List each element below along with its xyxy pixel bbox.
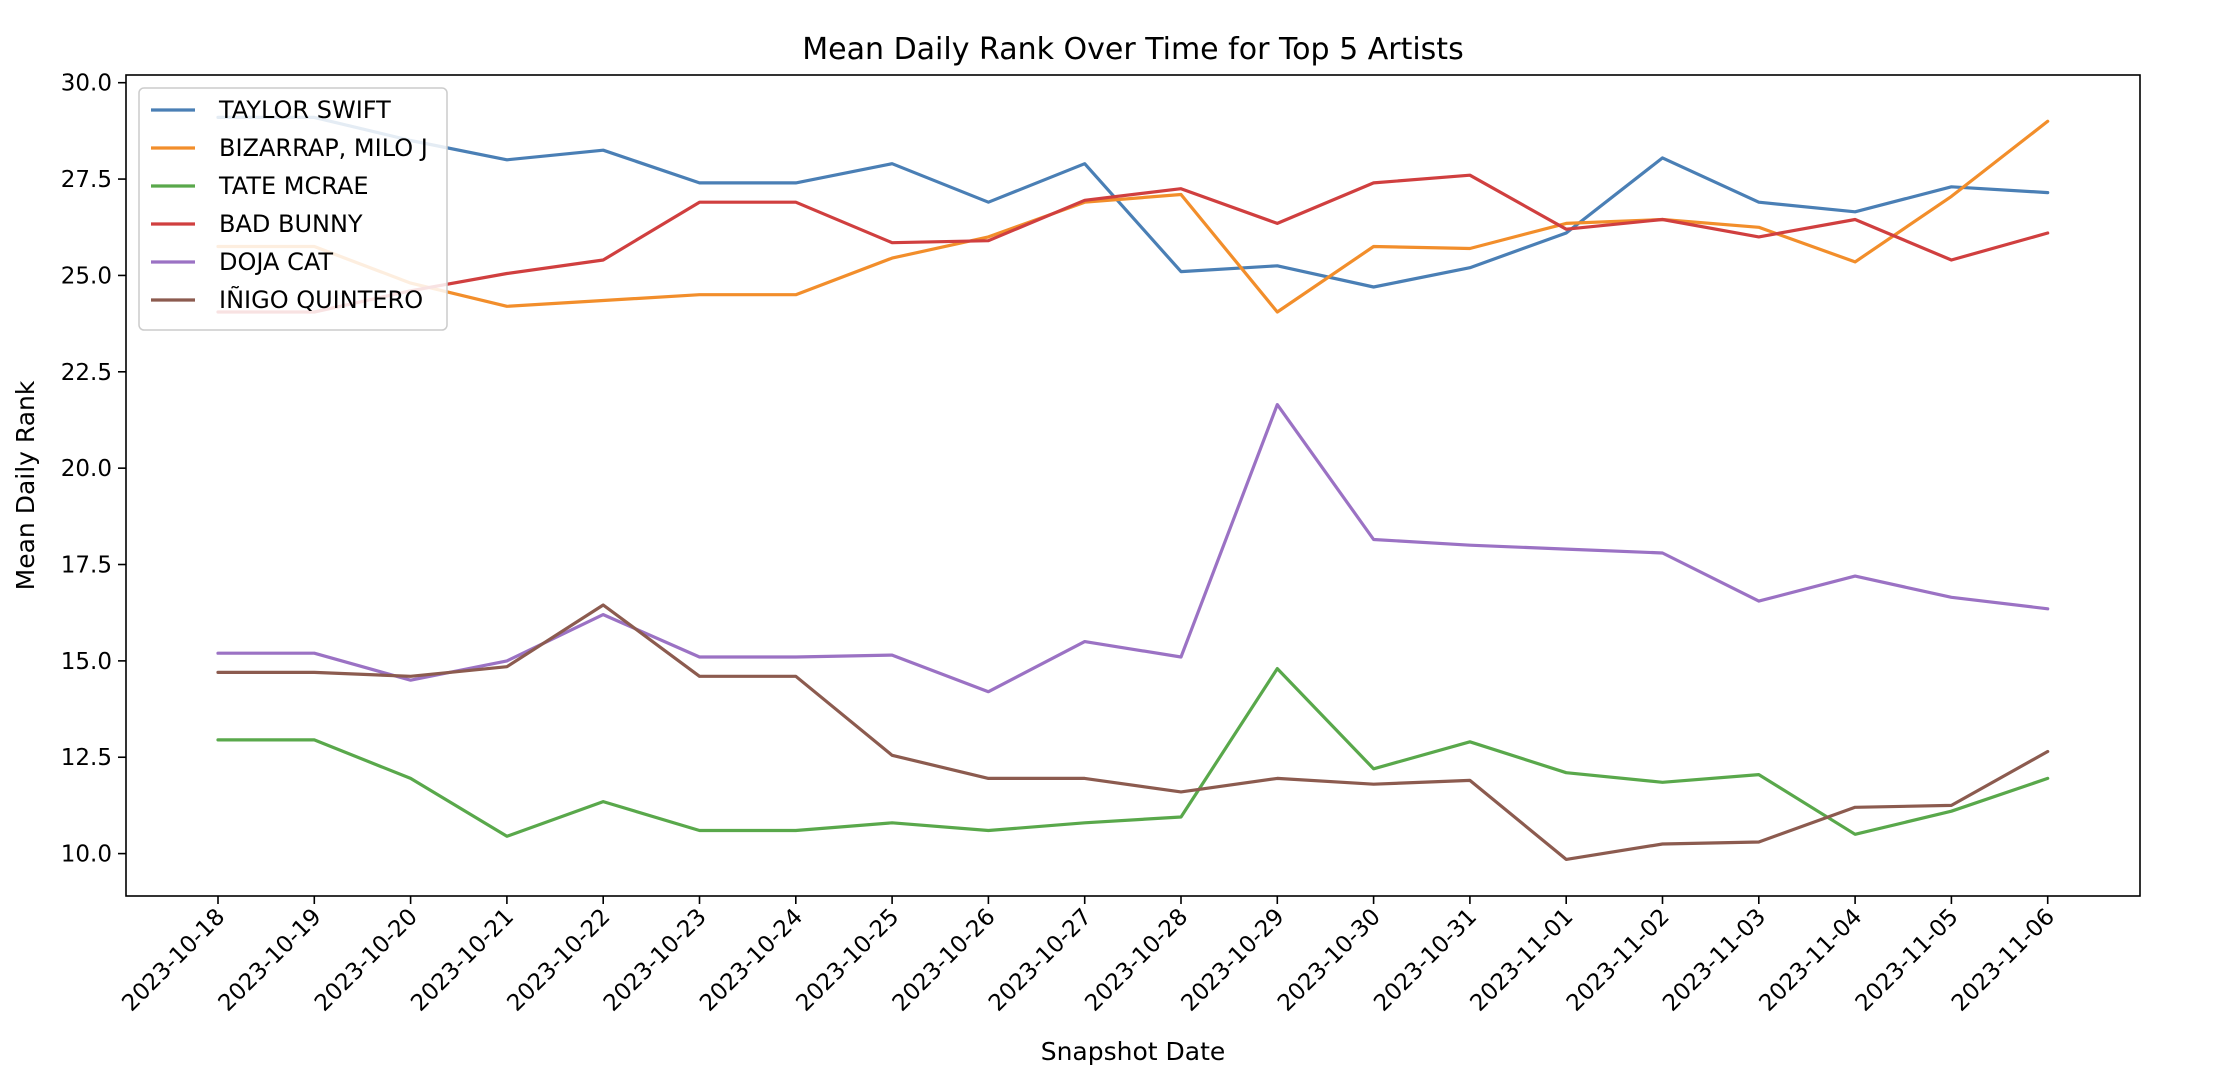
plot-frame [125,74,2141,897]
legend-label: TATE MCRAE [218,172,369,200]
series-line-2 [216,666,2050,838]
legend: TAYLOR SWIFT BIZARRAP, MILO J TATE MCRAE BA… [138,87,448,331]
x-tick-label: 2023-10-28 [1080,904,1193,1017]
y-tick-label: 15.0 [61,649,112,675]
legend-label: IÑIGO QUINTERO [219,284,423,314]
series-line-3 [216,173,2050,314]
x-tick-label: 2023-10-21 [406,904,519,1017]
x-tick-label: 2023-10-25 [791,904,904,1017]
x-tick-label: 2023-10-29 [1177,904,1290,1017]
y-tick-label: 12.5 [61,745,112,771]
y-tick-label: 20.0 [61,456,112,482]
series-line-5 [216,603,2050,862]
legend-box [138,87,448,331]
x-tick-label: 2023-11-03 [1658,904,1771,1017]
x-tick-label: 2023-11-02 [1562,904,1675,1017]
x-tick-label: 2023-10-24 [695,904,808,1017]
legend-label: BIZARRAP, MILO J [219,134,428,162]
x-axis-label: Snapshot Date [1041,1037,1226,1066]
x-tick-label: 2023-10-19 [214,904,327,1017]
x-tick-label: 2023-10-30 [1273,904,1386,1017]
legend-label: DOJA CAT [219,248,333,276]
series-line-0 [216,115,2050,289]
x-tick-label: 2023-10-23 [599,904,712,1017]
x-tick-label: 2023-10-22 [503,904,616,1017]
series-line-1 [216,119,2050,314]
x-tick-label: 2023-11-05 [1851,904,1964,1017]
y-tick-label: 10.0 [61,842,112,868]
x-tick-label: 2023-10-27 [984,904,1097,1017]
chart-title: Mean Daily Rank Over Time for Top 5 Arti… [802,32,1463,67]
series-line-4 [216,403,2050,694]
x-tick-label: 2023-11-04 [1754,904,1867,1017]
y-axis-label: Mean Daily Rank [11,380,40,590]
x-tick-label: 2023-10-26 [888,904,1001,1017]
y-tick-label: 27.5 [61,167,112,193]
legend-label: TAYLOR SWIFT [218,96,391,124]
y-tick-label: 30.0 [61,71,112,97]
plot-area: 10.0 12.5 15.0 17.5 20.0 22.5 25.0 27.5 30.0 2023… [61,71,2141,1017]
y-tick-label: 25.0 [61,263,112,289]
x-tick-label: 2023-10-20 [310,904,423,1017]
y-tick-label: 17.5 [61,553,112,579]
y-tick-label: 22.5 [61,360,112,386]
x-tick-label: 2023-10-18 [117,904,230,1017]
legend-label: BAD BUNNY [219,210,363,238]
x-tick-label: 2023-10-31 [1369,904,1482,1017]
x-tick-label: 2023-11-06 [1947,904,2060,1017]
x-tick-label: 2023-11-01 [1466,904,1579,1017]
